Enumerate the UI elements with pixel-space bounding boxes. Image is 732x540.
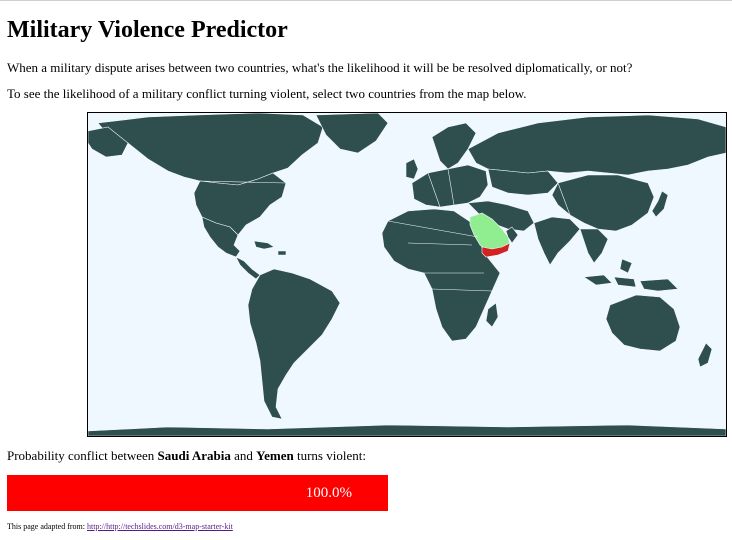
result-prefix: Probability conflict between bbox=[7, 448, 155, 463]
country-japan[interactable] bbox=[651, 190, 669, 218]
country-b-label: Yemen bbox=[256, 448, 294, 463]
instruction-text: To see the likelihood of a military conf… bbox=[7, 86, 527, 101]
country-brazil[interactable] bbox=[247, 268, 341, 420]
country-new-zealand[interactable] bbox=[697, 342, 713, 368]
country-kazakhstan[interactable] bbox=[487, 168, 559, 196]
country-alaska[interactable] bbox=[88, 126, 129, 158]
footer-link[interactable]: http://http://techslides.com/d3-map-star… bbox=[86, 522, 233, 531]
footer-credit: This page adapted from: http://http://te… bbox=[7, 522, 233, 532]
country-yemen[interactable] bbox=[481, 242, 511, 258]
country-madagascar[interactable] bbox=[485, 302, 499, 328]
country-usa[interactable] bbox=[193, 172, 287, 236]
country-australia[interactable] bbox=[605, 294, 681, 352]
footer-prefix: This page adapted from: bbox=[7, 522, 85, 531]
page-title: Military Violence Predictor bbox=[7, 17, 288, 43]
caribbean-islands[interactable] bbox=[253, 240, 287, 256]
result-text: Probability conflict between Saudi Arabi… bbox=[7, 448, 366, 464]
country-africa[interactable] bbox=[381, 208, 501, 342]
world-map[interactable] bbox=[87, 112, 727, 437]
country-mexico[interactable] bbox=[201, 216, 241, 258]
result-connector: and bbox=[234, 448, 253, 463]
country-china[interactable] bbox=[551, 174, 655, 232]
antarctica[interactable] bbox=[88, 424, 726, 436]
country-oman[interactable] bbox=[505, 226, 519, 244]
country-central-america[interactable] bbox=[235, 256, 261, 280]
world-map-svg[interactable] bbox=[88, 113, 726, 436]
country-greenland[interactable] bbox=[315, 113, 389, 154]
intro-text: When a military dispute arises between t… bbox=[7, 60, 633, 75]
country-southeast-asia[interactable] bbox=[579, 228, 609, 264]
country-uk[interactable] bbox=[405, 158, 419, 180]
country-scandinavia[interactable] bbox=[431, 122, 477, 170]
country-india[interactable] bbox=[533, 216, 581, 266]
result-suffix: turns violent: bbox=[296, 448, 366, 463]
indonesia-islands[interactable] bbox=[583, 258, 679, 292]
probability-bar: 100.0% bbox=[7, 475, 388, 511]
probability-bar-fill bbox=[7, 475, 388, 511]
country-russia[interactable] bbox=[467, 114, 726, 176]
probability-label: 100.0% bbox=[305, 485, 352, 501]
country-a-label: Saudi Arabia bbox=[157, 448, 231, 463]
country-europe[interactable] bbox=[411, 164, 489, 208]
country-canada[interactable] bbox=[97, 113, 324, 186]
